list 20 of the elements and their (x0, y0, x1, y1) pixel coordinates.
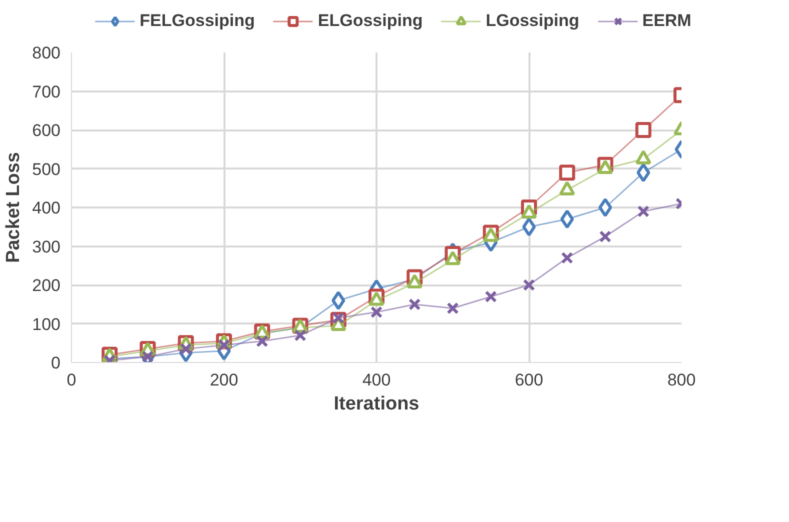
y-tick-label: 200 (32, 276, 61, 295)
y-tick-label: 700 (32, 82, 61, 102)
x-tick-label: 400 (362, 370, 391, 390)
y-tick-label: 0 (51, 354, 61, 372)
y-tick-label: 800 (32, 44, 61, 62)
y-tick-label: 100 (32, 314, 61, 334)
y-tick-label: 400 (32, 198, 61, 218)
y-tick-label: 600 (32, 121, 61, 140)
y-axis-title: Packet Loss (3, 152, 24, 263)
y-tick-label: 500 (32, 160, 61, 179)
x-tick-label: 0 (66, 370, 76, 390)
legend-label: EERM (642, 11, 692, 31)
x-tick-label: 800 (667, 370, 696, 390)
legend-label: ELGossiping (318, 11, 423, 31)
x-tick-label: 600 (514, 370, 544, 390)
legend-label: FELGossiping (140, 11, 255, 31)
x-tick-label: 200 (210, 370, 238, 390)
y-tick-label: 300 (32, 237, 61, 256)
x-axis-title: Iterations (334, 394, 420, 414)
legend-label: LGossiping (486, 11, 580, 31)
